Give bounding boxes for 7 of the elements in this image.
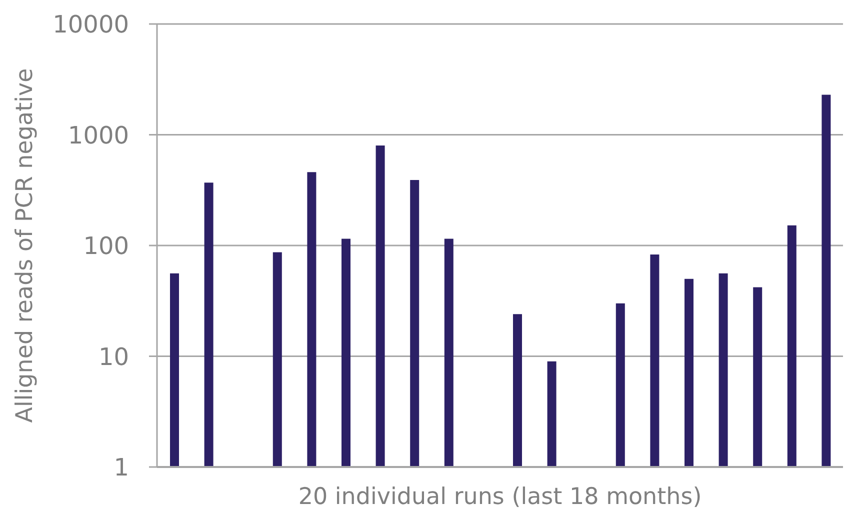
y-axis-title: Alligned reads of PCR negative [12, 68, 38, 423]
x-axis-title: 20 individual runs (last 18 months) [298, 484, 702, 508]
y-tick-label: 10 [98, 342, 129, 371]
y-tick-label: 100 [83, 232, 129, 260]
y-tick-label: 1 [114, 454, 129, 482]
y-tick-label: 1000 [68, 121, 129, 150]
y-tick-label: 10000 [52, 10, 129, 39]
